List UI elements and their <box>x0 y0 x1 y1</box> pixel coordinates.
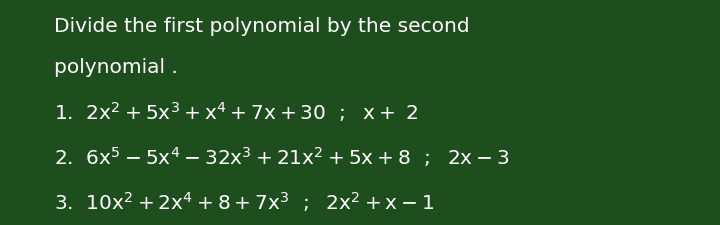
Text: polynomial .: polynomial . <box>54 58 178 77</box>
Text: 2.  $\sf{6x^{5}-5x^{4}-32x^{3}+21x^{2}+5x+8\ \ ;\ \ 2x-3}$: 2. $\sf{6x^{5}-5x^{4}-32x^{3}+21x^{2}+5x… <box>54 146 510 169</box>
Text: Divide the first polynomial by the second: Divide the first polynomial by the secon… <box>54 18 469 36</box>
Text: 3.  $\sf{10x^{2}+2x^{4}+8+7x^{3}\ \ ;\ \ 2x^{2}+x-1}$: 3. $\sf{10x^{2}+2x^{4}+8+7x^{3}\ \ ;\ \ … <box>54 191 435 214</box>
Text: 1.  $\sf{2x^{2}+5x^{3}+x^{4}+7x+30\ \ ;\ \ x+\ 2}$: 1. $\sf{2x^{2}+5x^{3}+x^{4}+7x+30\ \ ;\ … <box>54 101 418 124</box>
